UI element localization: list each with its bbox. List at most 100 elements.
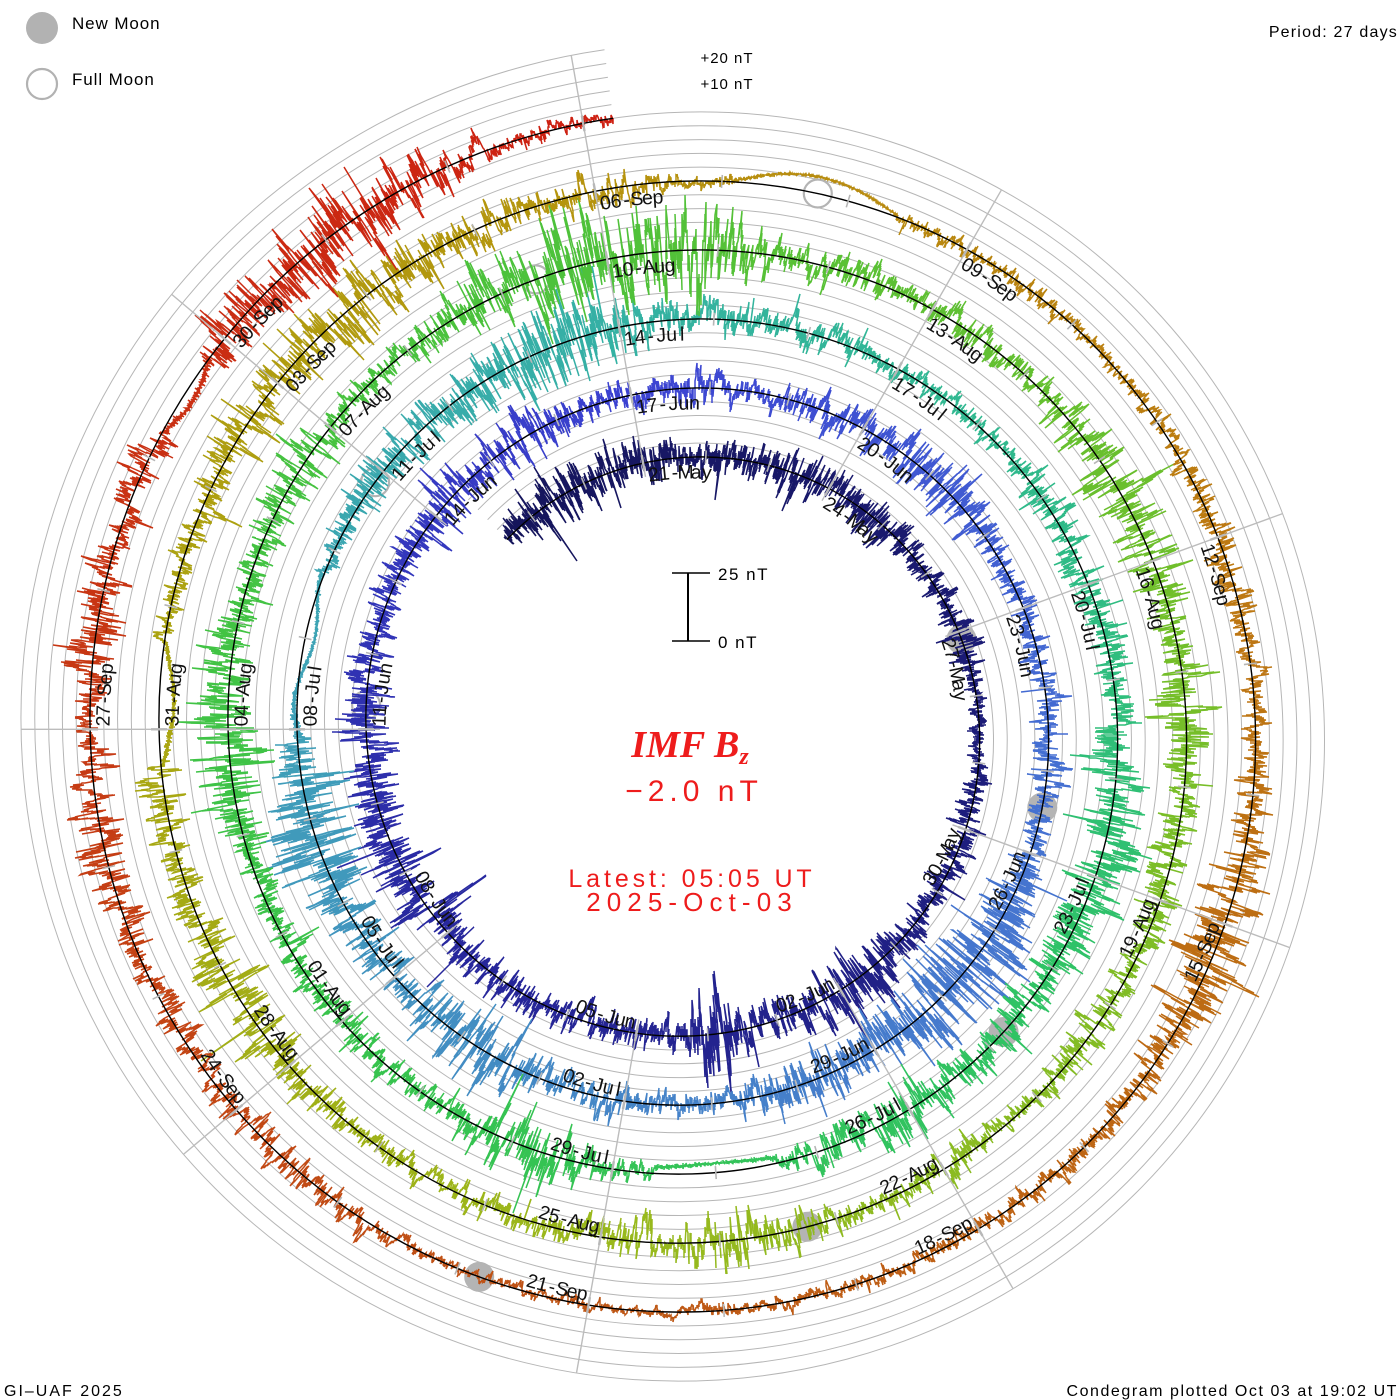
- svg-text:l: l: [304, 665, 326, 673]
- svg-text:p: p: [652, 186, 664, 209]
- svg-text:A: A: [642, 256, 657, 279]
- svg-text:a: a: [947, 678, 970, 692]
- svg-text:y: y: [701, 462, 712, 485]
- svg-text:-: -: [1008, 635, 1031, 647]
- svg-text:+20 nT: +20 nT: [700, 50, 753, 67]
- svg-text:S: S: [553, 1277, 571, 1301]
- svg-text:6: 6: [609, 190, 623, 213]
- svg-text:l: l: [602, 1147, 610, 1169]
- svg-text:1: 1: [658, 462, 671, 485]
- svg-text:p: p: [575, 1282, 590, 1306]
- svg-text:-: -: [546, 1276, 558, 1299]
- svg-text:g: g: [234, 662, 257, 676]
- svg-text:-: -: [231, 696, 253, 704]
- svg-text:u: u: [372, 672, 395, 686]
- svg-text:-: -: [301, 696, 323, 704]
- svg-text:n: n: [374, 661, 398, 676]
- svg-text:1: 1: [611, 259, 625, 282]
- svg-text:u: u: [164, 673, 187, 686]
- svg-text:Period: 27 days: Period: 27 days: [1269, 24, 1398, 41]
- svg-text:Condegram plotted Oct 03 at 19: Condegram plotted Oct 03 at 19:02 UT: [1066, 1383, 1398, 1400]
- svg-text:l: l: [614, 1079, 623, 1101]
- svg-text:IMF Bz: IMF Bz: [630, 724, 749, 770]
- svg-text:0: 0: [299, 715, 321, 726]
- svg-text:New Moon: New Moon: [72, 14, 160, 33]
- svg-text:J: J: [371, 683, 394, 696]
- svg-text:-: -: [671, 462, 679, 484]
- svg-text:u: u: [589, 1144, 604, 1168]
- svg-text:7: 7: [646, 394, 659, 417]
- svg-text:l: l: [680, 324, 685, 346]
- svg-text:J: J: [668, 393, 679, 415]
- svg-text:4: 4: [633, 326, 647, 349]
- svg-text:a: a: [690, 461, 702, 483]
- svg-text:J: J: [655, 324, 666, 347]
- svg-text:u: u: [666, 324, 678, 346]
- svg-text:n: n: [623, 1010, 638, 1034]
- svg-text:e: e: [1208, 582, 1232, 598]
- svg-text:A: A: [565, 1209, 583, 1233]
- svg-text:-: -: [634, 257, 643, 280]
- svg-text:e: e: [641, 187, 654, 210]
- svg-text:1: 1: [368, 715, 390, 726]
- svg-text:Latest: 05:05 UT: Latest: 05:05 UT: [568, 865, 815, 893]
- svg-text:u: u: [612, 1008, 628, 1032]
- svg-text:u: u: [302, 672, 325, 686]
- svg-text:-: -: [558, 1208, 570, 1231]
- svg-text:S: S: [1205, 571, 1230, 590]
- svg-text:Full Moon: Full Moon: [72, 70, 155, 89]
- svg-text:A: A: [232, 682, 255, 697]
- svg-text:l: l: [1081, 643, 1103, 652]
- svg-text:1: 1: [623, 327, 637, 350]
- svg-text:u: u: [233, 672, 256, 685]
- svg-text:1: 1: [369, 704, 392, 716]
- svg-text:-: -: [93, 696, 115, 704]
- svg-text:n: n: [1014, 665, 1038, 679]
- svg-text:p: p: [1211, 592, 1235, 608]
- svg-text:3: 3: [162, 715, 184, 726]
- svg-text:-: -: [622, 189, 631, 212]
- svg-text:u: u: [678, 392, 689, 414]
- svg-text:1: 1: [162, 705, 184, 717]
- svg-text:S: S: [629, 188, 644, 211]
- svg-text:0 nT: 0 nT: [718, 633, 758, 652]
- svg-text:l: l: [1072, 875, 1094, 887]
- svg-text:-: -: [370, 695, 393, 704]
- svg-text:g: g: [587, 1214, 602, 1238]
- svg-text:2: 2: [647, 463, 661, 486]
- svg-text:+10 nT: +10 nT: [700, 76, 753, 93]
- svg-text:1: 1: [635, 395, 649, 418]
- svg-text:M: M: [677, 461, 694, 483]
- svg-text:g: g: [1145, 616, 1169, 631]
- svg-text:g: g: [664, 255, 676, 277]
- svg-text:p: p: [95, 662, 118, 675]
- svg-text:u: u: [577, 1212, 592, 1236]
- svg-text:A: A: [1140, 594, 1165, 612]
- svg-text:2025-Oct-03: 2025-Oct-03: [586, 887, 798, 917]
- svg-text:8: 8: [300, 704, 323, 716]
- svg-text:0: 0: [599, 191, 613, 214]
- svg-text:-: -: [659, 393, 667, 415]
- svg-text:0: 0: [230, 715, 252, 726]
- svg-text:25 nT: 25 nT: [718, 565, 769, 584]
- svg-text:y: y: [949, 690, 972, 703]
- svg-text:-: -: [943, 659, 966, 671]
- svg-text:4: 4: [231, 704, 253, 716]
- svg-text:7: 7: [93, 705, 115, 717]
- svg-text:n: n: [689, 392, 700, 414]
- svg-text:GI–UAF 2025: GI–UAF 2025: [4, 1383, 124, 1400]
- svg-text:2: 2: [93, 715, 115, 726]
- svg-text:u: u: [1143, 606, 1167, 622]
- svg-text:M: M: [944, 665, 969, 685]
- svg-text:-: -: [646, 325, 655, 348]
- svg-text:u: u: [600, 1076, 615, 1100]
- svg-text:e: e: [565, 1280, 580, 1304]
- svg-text:0: 0: [621, 258, 635, 281]
- svg-text:-: -: [162, 696, 184, 704]
- svg-text:u: u: [1078, 630, 1102, 645]
- svg-text:A: A: [163, 682, 186, 697]
- svg-text:u: u: [653, 255, 665, 278]
- svg-text:−2.0 nT: −2.0 nT: [625, 775, 763, 808]
- svg-text:u: u: [1012, 654, 1036, 669]
- svg-text:J: J: [301, 683, 324, 695]
